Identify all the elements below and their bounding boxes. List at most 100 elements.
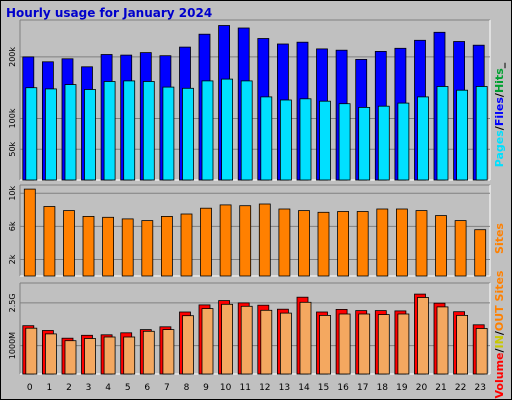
x-tick-label: 19	[396, 383, 408, 393]
bar-pages-hour-16	[338, 103, 351, 181]
panel-volume-tick-label: 2.5G	[8, 293, 17, 312]
bar-out-hour-0	[25, 327, 38, 375]
chart-title: Hourly usage for January 2024	[6, 6, 213, 20]
bar-sites-hour-7	[160, 215, 173, 277]
panel-pages-files-background	[20, 20, 490, 180]
bar-pages-hour-18	[377, 105, 390, 181]
bar-sites-hour-18	[376, 208, 389, 277]
bar-pages-hour-22	[456, 89, 469, 181]
panel-pages-files-tick-label: 100k	[8, 108, 17, 128]
legend-panel3-part: /	[493, 347, 506, 352]
bar-out-hour-2	[64, 340, 77, 375]
bar-out-hour-5	[123, 336, 136, 375]
bar-sites-hour-1	[43, 206, 56, 277]
bar-sites-hour-14	[298, 210, 310, 277]
bar-sites-hour-17	[356, 211, 369, 277]
legend-panel1: Pages/Files/Hits_	[493, 62, 506, 167]
bar-sites-hour-2	[63, 210, 75, 277]
legend-panel3-part: IN	[493, 335, 506, 348]
legend-panel3: Volume/IN/OUT Sites	[493, 270, 506, 398]
bar-out-hour-9	[201, 308, 214, 375]
bar-pages-hour-3	[84, 89, 96, 181]
bar-sites-hour-23	[474, 229, 487, 277]
bar-pages-hour-1	[45, 88, 57, 181]
x-tick-label: 8	[184, 383, 190, 393]
bar-out-hour-17	[358, 313, 371, 375]
bar-pages-hour-23	[475, 86, 488, 181]
legend-panel3-part: Volume	[493, 352, 506, 398]
bar-sites-hour-12	[258, 203, 271, 277]
bar-out-hour-14	[299, 301, 312, 375]
bar-pages-hour-15	[319, 100, 331, 181]
bar-pages-hour-12	[260, 96, 273, 181]
bar-sites-hour-6	[141, 220, 154, 277]
bar-out-hour-23	[475, 328, 488, 375]
bar-pages-hour-8	[182, 87, 194, 181]
bar-pages-hour-19	[397, 102, 410, 181]
bar-pages-hour-21	[436, 86, 449, 181]
bar-out-hour-16	[338, 313, 351, 375]
x-tick-label: 23	[474, 383, 485, 393]
bar-sites-hour-9	[200, 207, 212, 277]
bar-out-hour-11	[240, 305, 253, 375]
bar-out-hour-7	[162, 329, 175, 375]
x-tick-label: 9	[203, 383, 209, 393]
bar-out-hour-4	[103, 336, 116, 375]
x-tick-label: 3	[86, 383, 92, 393]
bar-sites-hour-4	[102, 216, 114, 277]
legend-panel2-part: Sites	[493, 223, 506, 254]
x-tick-label: 4	[105, 383, 111, 393]
bar-sites-hour-10	[219, 204, 232, 277]
legend-panel1-part: /	[493, 125, 506, 130]
bar-pages-hour-4	[103, 81, 116, 181]
x-tick-label: 7	[164, 383, 170, 393]
x-tick-label: 22	[455, 383, 466, 393]
bar-pages-hour-14	[299, 98, 312, 181]
bar-sites-hour-8	[180, 213, 193, 277]
bar-out-hour-8	[182, 315, 194, 375]
bar-sites-hour-5	[121, 218, 134, 277]
x-tick-label: 10	[220, 383, 232, 393]
bar-sites-hour-11	[239, 205, 252, 277]
x-tick-label: 2	[66, 383, 72, 393]
bar-pages-hour-0	[25, 87, 38, 181]
x-tick-label: 16	[337, 383, 349, 393]
bar-out-hour-15	[319, 314, 331, 375]
panel-pages-files-tick-label: 50k	[8, 141, 17, 156]
bar-sites-hour-3	[82, 215, 95, 277]
legend-panel2: Sites	[493, 223, 506, 254]
x-tick-label: 21	[435, 383, 446, 393]
bar-pages-hour-6	[142, 81, 155, 181]
bar-sites-hour-13	[278, 208, 291, 277]
x-tick-label: 11	[239, 383, 250, 393]
x-tick-label: 14	[298, 383, 310, 393]
panel-sites-tick-label: 10k	[8, 185, 17, 200]
panel-sites-background	[20, 185, 490, 276]
panel-sites-tick-label: 6k	[8, 221, 17, 231]
x-tick-label: 6	[144, 383, 150, 393]
bar-sites-hour-20	[415, 210, 428, 277]
bar-sites-hour-0	[23, 188, 36, 277]
legend-panel1-part: Hits	[493, 68, 506, 93]
x-tick-label: 5	[125, 383, 131, 393]
bar-sites-hour-19	[395, 208, 408, 277]
bar-out-hour-19	[397, 313, 410, 375]
bar-out-hour-6	[142, 330, 155, 375]
bar-pages-hour-9	[201, 80, 214, 181]
legend-panel3-part: OUT	[493, 305, 506, 331]
bar-out-hour-3	[84, 338, 96, 375]
x-tick-label: 18	[377, 383, 389, 393]
bar-out-hour-13	[279, 312, 292, 375]
x-tick-label: 17	[357, 383, 368, 393]
bar-pages-hour-17	[358, 107, 371, 181]
legend-panel1-part: Files	[493, 97, 506, 127]
x-tick-label: 0	[27, 383, 33, 393]
bar-sites-hour-15	[317, 211, 330, 277]
panel-volume-background	[20, 283, 490, 374]
bar-pages-hour-13	[279, 99, 292, 181]
x-tick-label: 12	[259, 383, 270, 393]
legend-panel3-part: /	[493, 330, 506, 335]
bar-out-hour-18	[377, 314, 390, 375]
bar-sites-hour-21	[435, 215, 447, 277]
